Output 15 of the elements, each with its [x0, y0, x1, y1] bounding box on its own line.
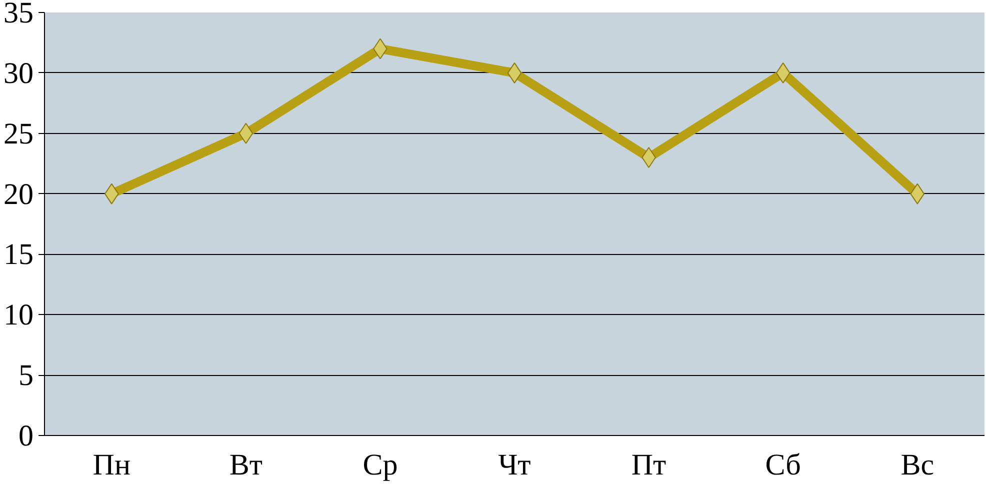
y-tick-label: 0	[18, 420, 34, 452]
x-tick-label: Вт	[229, 448, 262, 482]
y-tick-label: 20	[4, 178, 34, 211]
y-tick-label: 35	[4, 0, 34, 30]
y-tick-label: 30	[4, 56, 34, 90]
y-tick-label: 25	[4, 117, 34, 150]
x-tick-label: Пт	[631, 448, 666, 482]
x-tick-label: Чт	[498, 448, 531, 482]
y-tick-label: 10	[4, 298, 34, 332]
x-tick-label: Вс	[900, 448, 934, 482]
y-tick-label: 5	[18, 359, 34, 392]
y-tick-label: 15	[4, 238, 34, 272]
x-tick-label: Сб	[765, 448, 801, 482]
x-tick-label: Пн	[92, 448, 131, 482]
x-tick-label: Ср	[362, 448, 398, 482]
